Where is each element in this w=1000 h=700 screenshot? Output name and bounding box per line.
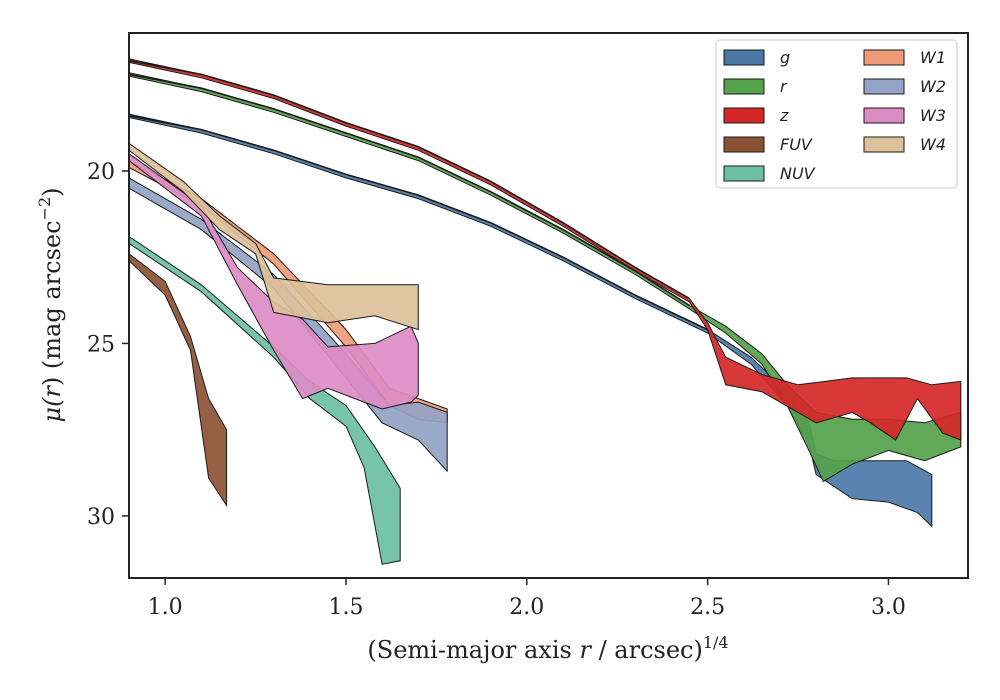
profile-lines <box>128 59 708 331</box>
x-axis-label: (Semi-major axis r / arcsec)1/4 <box>367 633 728 664</box>
legend-label-g: g <box>780 48 790 67</box>
x-tick-label: 3.0 <box>871 595 906 620</box>
y-axis: 20 25 30 <box>87 160 129 530</box>
legend-label-w1: W1 <box>920 48 946 67</box>
legend-swatch-w2 <box>863 78 905 95</box>
legend: grz FUV NUV W1 W2 W3 W4 <box>715 39 958 189</box>
legend-label-w3: W3 <box>920 106 946 125</box>
legend-swatch-fuv <box>723 136 765 153</box>
band-fuv <box>128 252 228 508</box>
legend-swatch-w4 <box>863 136 905 153</box>
x-tick-label: 1.0 <box>148 595 183 620</box>
legend-label-r: r <box>780 77 788 96</box>
x-tick-label: 2.5 <box>690 595 725 620</box>
legend-label-nuv: NUV <box>780 164 816 183</box>
legend-swatch-w1 <box>863 49 905 66</box>
legend-swatch-g <box>723 49 765 66</box>
x-axis: 1.0 1.5 2.0 2.5 3.0 <box>148 578 906 620</box>
y-tick-label: 20 <box>87 160 115 185</box>
y-tick-label: 30 <box>87 505 115 530</box>
line-outer-mid <box>128 73 690 307</box>
legend-swatch-w3 <box>863 107 905 124</box>
plot-areas <box>128 58 962 565</box>
x-tick-label: 1.5 <box>328 595 363 620</box>
line-outer-top <box>128 59 690 300</box>
legend-swatch-nuv <box>723 165 765 182</box>
y-tick-label: 25 <box>87 332 115 357</box>
legend-label-z: z <box>779 106 789 125</box>
legend-swatch-r <box>723 78 765 95</box>
plot-frame <box>128 32 969 579</box>
legend-label-fuv: FUV <box>780 135 813 154</box>
legend-label-w2: W2 <box>920 77 946 96</box>
band-w4 <box>128 142 419 331</box>
x-tick-label: 2.0 <box>509 595 544 620</box>
y-axis-label: μ(r) (mag arcsec−2) <box>35 187 66 422</box>
line-outer-low <box>128 115 708 331</box>
legend-label-w4: W4 <box>920 135 946 154</box>
legend-swatch-z <box>723 107 765 124</box>
